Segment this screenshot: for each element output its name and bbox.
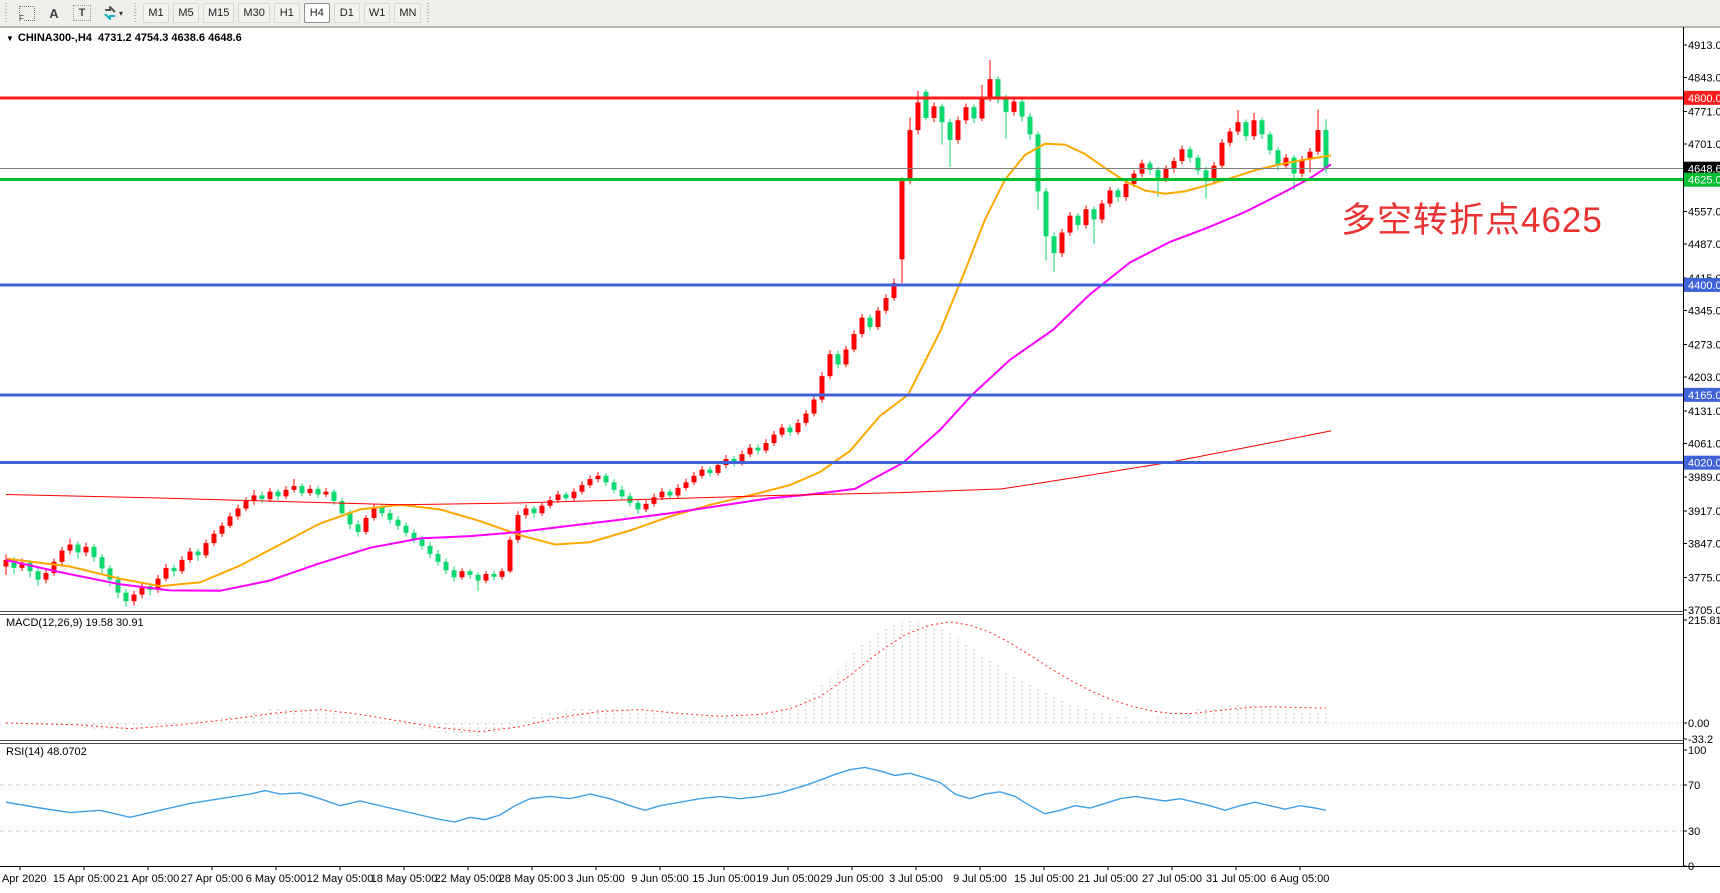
macd-axis-label: 215.81 [1688, 615, 1720, 627]
price-axis-label: 4345.0 [1688, 306, 1720, 318]
price-badge: 4400.0 [1688, 280, 1720, 292]
price-badge: 4625.0 [1688, 175, 1720, 187]
time-axis-label: 27 Jul 05:00 [1142, 873, 1202, 885]
ma-fast-orange [5, 142, 1332, 588]
toolbar-drag-handle[interactable] [132, 3, 140, 23]
dotted-frame-icon: F [19, 5, 35, 23]
price-axis[interactable]: 4913.04843.04771.04701.04557.04487.04415… [1683, 40, 1720, 617]
time-axis-label: 19 Jun 05:00 [756, 873, 820, 885]
symbol-text: CHINA300-,H4 4731.2 4754.3 4638.6 4648.6 [17, 32, 242, 44]
timeframe-button-H1[interactable]: H1 [273, 3, 300, 23]
toolbar: F A T ▾ M1 M5 M15 M30 H1 H4 D1 W1 MN [0, 0, 1720, 27]
price-axis-label: 3989.0 [1688, 472, 1720, 484]
chart-canvas[interactable]: 4913.04843.04771.04701.04557.04487.04415… [0, 27, 1720, 893]
price-axis-label: 4557.0 [1688, 207, 1720, 219]
time-axis-label: 31 Jul 05:00 [1206, 873, 1266, 885]
time-axis-label: 21 Jul 05:00 [1078, 873, 1138, 885]
letter-t-icon: T [73, 5, 91, 21]
timeframe-button-H4[interactable]: H4 [303, 3, 330, 23]
macd-axis-label: -33.2 [1688, 734, 1713, 746]
time-axis-label: 6 Aug 05:00 [1271, 873, 1330, 885]
price-axis-label: 4771.0 [1688, 106, 1720, 118]
symbol-dropdown-icon: ▼ [6, 33, 14, 43]
timeframe-button-D1[interactable]: D1 [333, 3, 360, 23]
price-badge: 4020.0 [1688, 458, 1720, 470]
timeframe-button-W1[interactable]: W1 [363, 3, 391, 23]
price-axis-label: 4203.0 [1688, 372, 1720, 384]
price-axis-label: 4273.0 [1688, 339, 1720, 351]
candlestick-series [3, 59, 1329, 607]
time-axis-label: 12 May 05:00 [307, 873, 374, 885]
timeframe-button-M30[interactable]: M30 [238, 3, 270, 23]
symbol-ohlc-label[interactable]: ▼ CHINA300-,H4 4731.2 4754.3 4638.6 4648… [6, 32, 242, 44]
price-axis-label: 3705.0 [1688, 605, 1720, 617]
chart-window: 4913.04843.04771.04701.04557.04487.04415… [0, 27, 1720, 893]
rsi-axis-label: 70 [1688, 780, 1700, 792]
price-badge: 4648.6 [1688, 164, 1720, 176]
time-axis-label: 21 Apr 05:00 [117, 873, 179, 885]
time-axis-label: 9 Jul 05:00 [953, 873, 1007, 885]
price-axis-label: 4487.0 [1688, 239, 1720, 251]
time-axis-label: 15 Jul 05:00 [1014, 873, 1074, 885]
timeframe-button-M1[interactable]: M1 [143, 3, 170, 23]
time-axis-label: 15 Apr 05:00 [53, 873, 115, 885]
chart-text-annotation[interactable]: 多空转折点4625 [1341, 201, 1603, 240]
ma-mid-magenta [5, 163, 1332, 592]
price-axis-label: 4701.0 [1688, 139, 1720, 151]
text-label-tool-button[interactable]: T [68, 2, 96, 24]
time-axis-label: 28 May 05:00 [499, 873, 566, 885]
price-axis-label: 3917.0 [1688, 506, 1720, 518]
macd-signal-line [5, 621, 1327, 733]
rsi-axis-label: 30 [1688, 826, 1700, 838]
macd-axis-label: 0.00 [1688, 718, 1709, 730]
time-axis-label: 3 Jul 05:00 [889, 873, 943, 885]
price-axis-label: 4913.0 [1688, 40, 1720, 52]
dropdown-caret-icon: ▾ [119, 8, 124, 18]
toolbar-drag-handle[interactable] [425, 3, 433, 23]
frame-tool-button[interactable]: F [14, 2, 40, 24]
timeframe-button-M5[interactable]: M5 [173, 3, 200, 23]
price-axis-label: 4061.0 [1688, 438, 1720, 450]
double-arrow-icon [103, 6, 117, 20]
price-axis-label: 4131.0 [1688, 406, 1720, 418]
arrows-tool-button[interactable]: ▾ [98, 2, 129, 24]
time-axis-label: 3 Jun 05:00 [567, 873, 625, 885]
time-axis-label: 9 Jun 05:00 [631, 873, 689, 885]
time-axis-label: 27 Apr 05:00 [181, 873, 243, 885]
time-axis-label: 9 Apr 2020 [0, 873, 47, 885]
time-axis-label: 29 Jun 05:00 [820, 873, 884, 885]
timeframe-button-group: M1 M5 M15 M30 H1 H4 D1 W1 MN [142, 3, 422, 23]
font-tool-button[interactable]: A [42, 2, 66, 24]
macd-indicator-label: MACD(12,26,9) 19.58 30.91 [6, 617, 144, 629]
price-axis-label: 3847.0 [1688, 539, 1720, 551]
macd-panel: 215.81 0.00 -33.2 [0, 615, 1720, 746]
rsi-indicator-label: RSI(14) 48.0702 [6, 746, 87, 758]
price-badge: 4800.0 [1688, 93, 1720, 105]
rsi-line [5, 766, 1327, 823]
time-axis-label: 6 May 05:00 [246, 873, 307, 885]
price-axis-label: 3775.0 [1688, 572, 1720, 584]
price-badge: 4165.0 [1688, 390, 1720, 402]
rsi-panel: 10070300 [0, 745, 1706, 873]
horizontal-level-lines[interactable] [0, 96, 1683, 465]
time-axis-label: 18 May 05:00 [371, 873, 438, 885]
time-axis-label: 22 May 05:00 [435, 873, 502, 885]
time-axis-label: 15 Jun 05:00 [692, 873, 756, 885]
timeframe-button-MN[interactable]: MN [394, 3, 422, 23]
rsi-axis-label: 100 [1688, 745, 1706, 757]
timeframe-button-M15[interactable]: M15 [203, 3, 235, 23]
price-axis-label: 4843.0 [1688, 73, 1720, 85]
toolbar-drag-handle[interactable] [3, 3, 10, 23]
letter-a-icon: A [49, 5, 59, 21]
